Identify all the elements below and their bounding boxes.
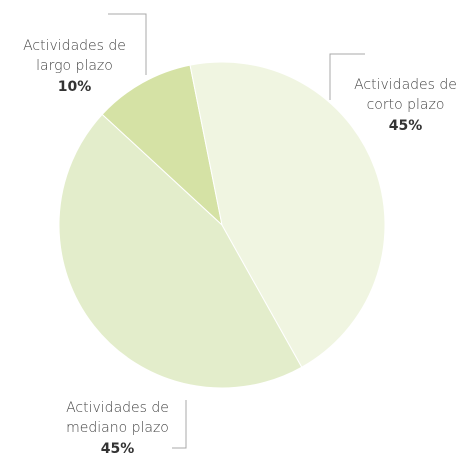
leader-line — [329, 53, 365, 100]
pie-slice — [189, 61, 386, 368]
category-label: Actividades de corto plazo — [354, 77, 457, 113]
slice-label: Actividades de largo plazo 10% — [12, 36, 137, 98]
value-label: 45% — [388, 118, 423, 134]
slice-label: Actividades de mediano plazo 45% — [55, 398, 180, 460]
value-label: 10% — [57, 79, 92, 95]
category-label: Actividades de largo plazo — [23, 38, 126, 74]
slice-label: Actividades de corto plazo 45% — [343, 75, 468, 137]
pie-slice — [58, 113, 303, 389]
pie-slice — [101, 64, 223, 227]
value-label: 45% — [100, 441, 135, 457]
leader-line — [108, 13, 147, 75]
leader-line — [172, 400, 187, 449]
category-label: Actividades de mediano plazo — [66, 400, 169, 436]
